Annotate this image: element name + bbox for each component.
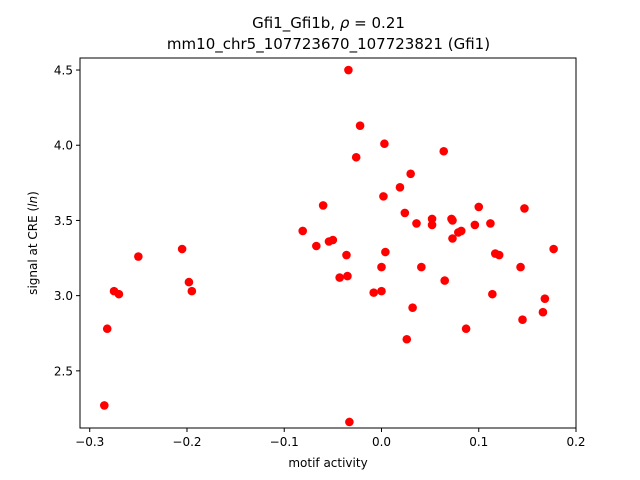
data-point — [439, 146, 449, 156]
data-point — [518, 315, 527, 325]
data-point — [177, 244, 187, 254]
data-point — [456, 226, 466, 236]
data-point — [540, 294, 550, 303]
data-point — [448, 234, 457, 243]
data-point — [395, 183, 405, 192]
data-point — [369, 288, 379, 297]
y-axis-ticks: 2.5 3.0 3.5 4.0 4.5 — [54, 64, 80, 378]
x-axis-label: motif activity — [288, 456, 367, 470]
data-point — [342, 250, 351, 260]
data-point — [100, 401, 109, 410]
data-point — [381, 247, 390, 257]
data-point — [440, 276, 450, 285]
y-tick-label: 3.0 — [54, 289, 73, 303]
data-point — [417, 262, 426, 272]
plot-frame — [79, 57, 577, 429]
data-point — [344, 65, 353, 75]
y-axis-label-suffix: ) — [26, 191, 40, 196]
y-tick-label: 4.5 — [54, 64, 73, 78]
data-point — [377, 262, 386, 272]
x-tick-label: 0.0 — [372, 435, 391, 449]
data-points — [100, 65, 558, 427]
data-point — [402, 334, 412, 344]
data-point — [549, 244, 558, 254]
y-axis-label-italic: ln — [26, 196, 40, 207]
y-tick-label: 4.0 — [54, 139, 73, 153]
data-point — [412, 219, 421, 228]
data-point — [102, 324, 112, 334]
data-point — [312, 241, 321, 251]
data-point — [379, 192, 388, 201]
data-point — [380, 139, 389, 149]
data-point — [184, 277, 194, 287]
data-point — [488, 289, 497, 299]
x-tick-label: −0.3 — [75, 435, 104, 449]
data-point — [328, 235, 338, 245]
data-point — [448, 216, 457, 225]
chart-title-line1: Gfi1_Gfi1b, ρ = 0.21 — [252, 14, 405, 33]
data-point — [474, 202, 484, 212]
data-point — [486, 219, 495, 228]
data-point — [520, 204, 529, 213]
data-point — [134, 252, 143, 261]
data-point — [538, 307, 548, 317]
data-point — [494, 250, 504, 260]
data-point — [470, 220, 480, 230]
data-point — [114, 289, 124, 299]
data-point — [516, 262, 525, 272]
x-tick-label: 0.2 — [566, 435, 585, 449]
data-point — [400, 208, 410, 218]
data-point — [355, 121, 365, 130]
y-tick-label: 3.5 — [54, 214, 73, 228]
data-point — [187, 286, 197, 296]
data-point — [343, 271, 352, 281]
data-point — [335, 273, 344, 282]
chart-title-line2: mm10_chr5_107723670_107723821 (Gfi1) — [167, 35, 490, 54]
y-tick-label: 2.5 — [54, 364, 73, 378]
y-axis-label-prefix: signal at CRE ( — [26, 207, 40, 295]
data-point — [345, 417, 354, 427]
data-point — [406, 169, 415, 179]
data-point — [427, 214, 437, 224]
x-tick-label: 0.1 — [469, 435, 488, 449]
chart-title-rho-symbol: ρ — [340, 14, 350, 32]
chart-title-prefix: Gfi1_Gfi1b, — [252, 14, 340, 33]
x-axis-ticks: −0.3 −0.2 −0.1 0.0 0.1 0.2 — [75, 428, 586, 449]
x-tick-label: −0.2 — [172, 435, 201, 449]
data-point — [427, 220, 437, 230]
x-tick-label: −0.1 — [270, 435, 299, 449]
y-axis-label: signal at CRE (ln) — [26, 191, 40, 295]
data-point — [318, 201, 328, 210]
data-point — [351, 152, 361, 162]
chart-title-rho-value: = 0.21 — [349, 14, 405, 32]
data-point — [408, 303, 417, 312]
data-point — [377, 286, 386, 296]
data-point — [298, 226, 308, 236]
data-point — [461, 324, 471, 334]
